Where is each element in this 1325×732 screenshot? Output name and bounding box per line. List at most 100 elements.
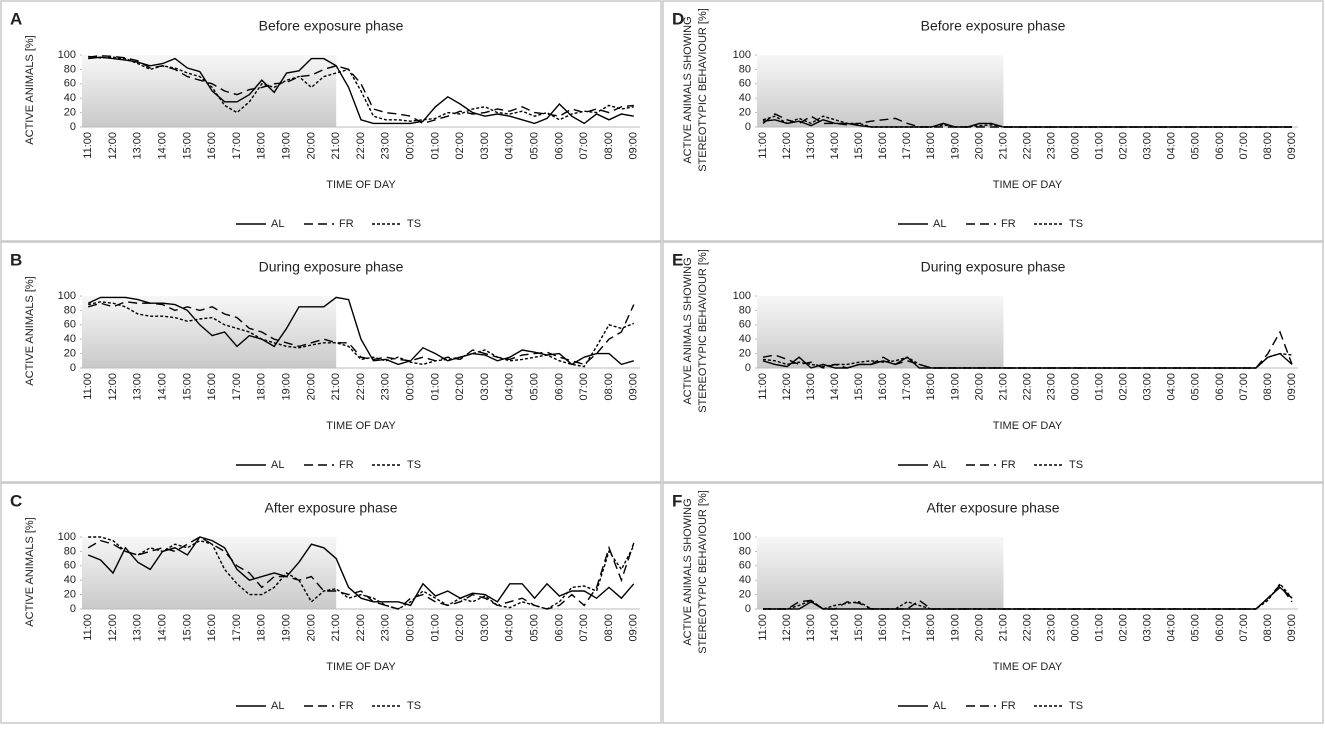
x-tick-label: 22:00 — [355, 132, 367, 160]
x-tick-label: 08:00 — [1262, 373, 1274, 401]
y-tick-label: 40 — [64, 92, 76, 104]
legend-label: TS — [407, 218, 421, 230]
x-tick-label: 13:00 — [805, 614, 817, 642]
y-tick-label: 60 — [739, 560, 751, 572]
x-tick-label: 09:00 — [1286, 614, 1298, 642]
legend-label: TS — [407, 459, 421, 471]
y-tick-label: 0 — [70, 603, 76, 615]
x-tick-label: 20:00 — [973, 132, 985, 160]
panel: E During exposure phase 0 20 40 60 80 100 11:00 1… — [662, 241, 1324, 483]
x-tick-label: 09:00 — [628, 132, 640, 160]
chart-title: After exposure phase — [926, 500, 1059, 516]
x-tick-label: 06:00 — [1214, 373, 1226, 401]
y-axis-label: ACTIVE ANIMALS SHOWING — [682, 498, 694, 645]
x-tick-label: 03:00 — [479, 614, 491, 642]
x-tick-label: 04:00 — [1166, 373, 1178, 401]
x-tick-label: 22:00 — [1021, 614, 1033, 642]
chart-title: After exposure phase — [264, 500, 397, 516]
x-tick-label: 14:00 — [829, 132, 841, 160]
series-line — [88, 56, 634, 125]
shaded-period — [82, 55, 337, 127]
chart-title: During exposure phase — [259, 259, 404, 275]
x-tick-label: 02:00 — [1118, 614, 1130, 642]
x-tick-label: 16:00 — [877, 614, 889, 642]
series-line — [88, 536, 635, 610]
x-tick-label: 21:00 — [330, 373, 342, 401]
x-tick-label: 12:00 — [781, 132, 793, 160]
x-tick-label: 16:00 — [877, 373, 889, 401]
x-tick-label: 11:00 — [82, 614, 94, 641]
shaded-period — [757, 55, 1004, 127]
x-tick-label: 03:00 — [479, 132, 491, 160]
x-tick-label: 12:00 — [107, 373, 119, 401]
x-tick-label: 14:00 — [829, 373, 841, 401]
x-tick-label: 13:00 — [132, 614, 144, 642]
y-tick-label: 60 — [64, 319, 76, 331]
x-tick-label: 04:00 — [504, 614, 516, 642]
y-tick-label: 100 — [58, 49, 76, 61]
legend-label: TS — [407, 700, 421, 712]
x-tick-label: 21:00 — [997, 132, 1009, 160]
x-tick-label: 18:00 — [925, 614, 937, 642]
x-tick-label: 17:00 — [901, 132, 913, 160]
series-line — [87, 536, 635, 610]
x-tick-label: 11:00 — [82, 373, 94, 400]
x-tick-label: 14:00 — [829, 614, 841, 642]
series-line — [87, 536, 635, 607]
legend-label: FR — [339, 218, 354, 230]
x-tick-label: 17:00 — [901, 614, 913, 642]
legend-label: TS — [1069, 218, 1083, 230]
panel-letter: A — [10, 9, 22, 28]
x-tick-label: 16:00 — [206, 614, 218, 642]
shaded-period — [757, 537, 1004, 609]
legend-label: AL — [271, 459, 284, 471]
series-line — [88, 55, 634, 122]
panel-letter: F — [672, 491, 682, 510]
y-tick-label: 60 — [64, 560, 76, 572]
y-tick-label: 80 — [739, 304, 751, 316]
x-tick-label: 00:00 — [405, 132, 417, 160]
panel-frame — [662, 241, 1324, 483]
x-tick-label: 08:00 — [1262, 132, 1274, 160]
legend-label: AL — [271, 218, 284, 230]
x-tick-label: 07:00 — [578, 132, 590, 160]
x-axis-label: TIME OF DAY — [993, 179, 1063, 191]
x-tick-label: 16:00 — [877, 132, 889, 160]
x-tick-label: 18:00 — [256, 614, 268, 642]
x-tick-label: 01:00 — [1094, 132, 1106, 160]
x-tick-label: 07:00 — [578, 614, 590, 642]
x-tick-label: 22:00 — [355, 614, 367, 642]
panel-frame — [0, 482, 662, 724]
x-tick-label: 19:00 — [949, 132, 961, 160]
y-axis-label: STEREOTYPIC BEHAVIOUR [%] — [697, 249, 709, 413]
x-axis-label: TIME OF DAY — [326, 420, 396, 432]
x-tick-label: 08:00 — [603, 373, 615, 401]
x-tick-label: 06:00 — [553, 373, 565, 401]
x-tick-label: 15:00 — [181, 373, 193, 401]
y-tick-label: 0 — [745, 121, 751, 133]
x-tick-label: 23:00 — [1045, 373, 1057, 401]
x-tick-label: 21:00 — [997, 614, 1009, 642]
x-tick-label: 06:00 — [553, 614, 565, 642]
x-tick-label: 13:00 — [805, 132, 817, 160]
y-axis-label: ACTIVE ANIMALS [%] — [24, 35, 36, 144]
legend-label: TS — [1069, 700, 1083, 712]
panel-frame — [662, 0, 1324, 242]
series-line — [763, 582, 1293, 610]
legend-label: FR — [1001, 218, 1016, 230]
x-tick-label: 20:00 — [305, 373, 317, 401]
x-tick-label: 03:00 — [1142, 614, 1154, 642]
legend-label: AL — [933, 218, 946, 230]
panel-frame — [662, 482, 1324, 724]
x-tick-label: 19:00 — [949, 614, 961, 642]
x-tick-label: 20:00 — [305, 132, 317, 160]
x-tick-label: 09:00 — [1286, 132, 1298, 160]
y-axis-label: ACTIVE ANIMALS [%] — [24, 276, 36, 385]
x-tick-label: 05:00 — [1190, 373, 1202, 401]
x-tick-label: 07:00 — [578, 373, 590, 401]
y-tick-label: 40 — [64, 333, 76, 345]
y-tick-label: 0 — [745, 362, 751, 374]
x-tick-label: 05:00 — [529, 132, 541, 160]
panel-letter: D — [672, 9, 684, 28]
x-tick-label: 01:00 — [429, 373, 441, 401]
